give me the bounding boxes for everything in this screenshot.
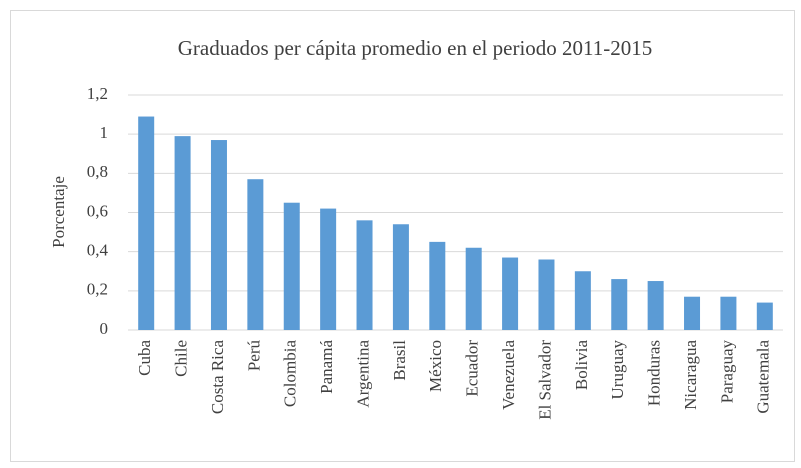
x-tick-label: Chile (171, 340, 190, 377)
y-tick-label: 0,4 (87, 241, 109, 260)
bar (138, 116, 155, 331)
bar (247, 179, 264, 330)
bar (320, 208, 337, 330)
bar (502, 257, 519, 330)
x-tick-label: Argentina (353, 340, 372, 408)
x-tick-label: Brasil (390, 340, 409, 381)
bar (756, 302, 773, 330)
y-tick-label: 1 (100, 123, 109, 142)
y-tick-label: 0,8 (87, 162, 108, 181)
bar (283, 202, 300, 330)
bar (210, 140, 227, 330)
x-tick-label: Paraguay (717, 340, 736, 404)
y-axis-title: Porcentaje (49, 176, 68, 248)
x-tick-label: Perú (244, 340, 263, 372)
x-tick-label: Bolivia (572, 340, 591, 391)
y-tick-label: 0,2 (87, 280, 108, 299)
x-tick-label: Costa Rica (208, 340, 227, 415)
x-tick-label: Nicaragua (681, 340, 700, 410)
bar (720, 296, 737, 330)
chart-title: Graduados per cápita promedio en el peri… (178, 36, 653, 60)
bar (174, 136, 191, 330)
bar (392, 224, 409, 330)
bar (684, 296, 701, 330)
x-tick-label: Panamá (317, 340, 336, 394)
x-tick-label: Uruguay (608, 340, 627, 400)
bar (465, 247, 482, 330)
x-tick-label: Honduras (645, 340, 664, 406)
x-tick-label: Venezuela (499, 340, 518, 410)
x-tick-label: Colombia (281, 340, 300, 408)
bar (611, 279, 628, 330)
x-tick-label: Guatemala (754, 340, 773, 414)
y-tick-label: 1,2 (87, 84, 108, 103)
bar (538, 259, 555, 330)
bar (647, 281, 664, 330)
x-tick-label: El Salvador (535, 340, 554, 420)
bar (574, 271, 591, 330)
x-tick-label: México (426, 340, 445, 392)
bar (356, 220, 373, 330)
y-tick-label: 0 (100, 319, 109, 338)
x-tick-label: Cuba (135, 340, 154, 376)
bar (429, 241, 446, 330)
y-tick-label: 0,6 (87, 201, 108, 220)
x-tick-label: Ecuador (463, 340, 482, 397)
